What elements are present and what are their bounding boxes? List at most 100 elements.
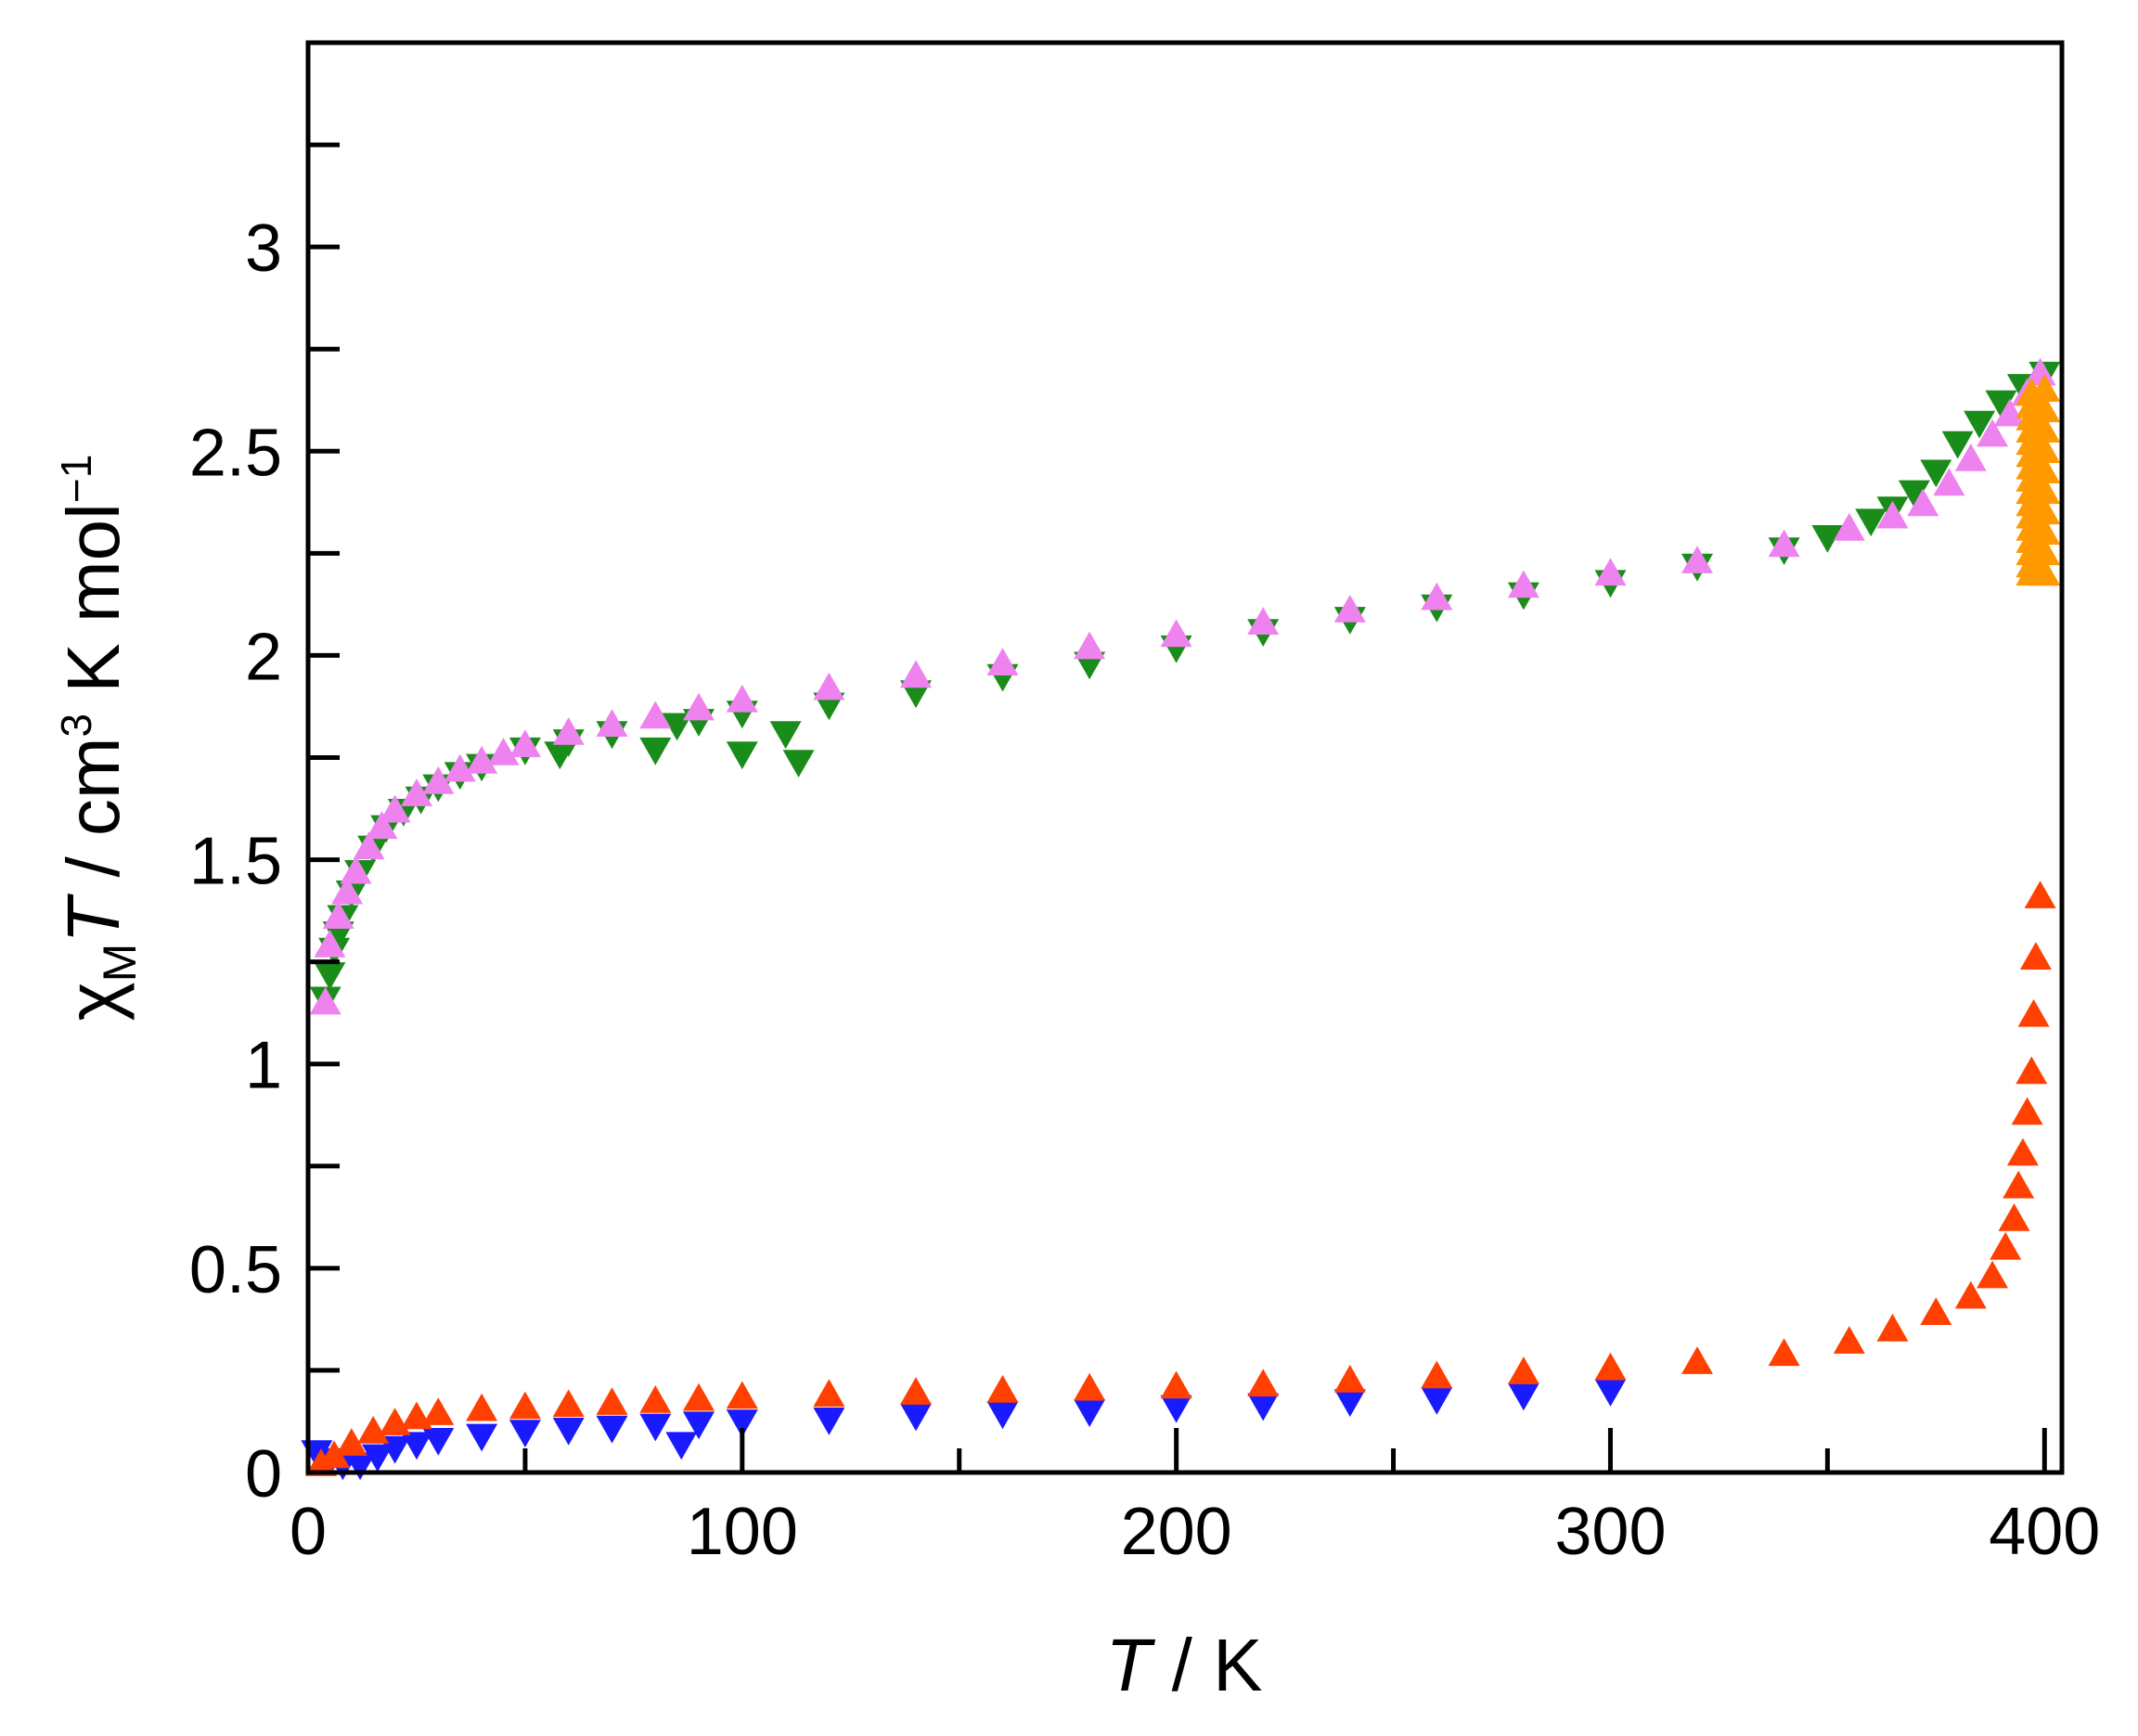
- data-point: [1594, 1352, 1627, 1381]
- series-4: [309, 357, 2056, 1015]
- data-point: [361, 1444, 393, 1472]
- data-point: [1941, 431, 1974, 459]
- data-point: [1333, 1389, 1366, 1417]
- data-point: [552, 1389, 585, 1418]
- data-point: [1507, 1357, 1539, 1384]
- data-point: [1833, 512, 1865, 541]
- data-point: [2029, 394, 2061, 422]
- data-point: [1247, 1393, 1280, 1421]
- data-point: [401, 778, 432, 806]
- data-point: [1681, 546, 1713, 573]
- data-point: [813, 1379, 845, 1408]
- data-point: [314, 930, 346, 958]
- data-point: [1507, 570, 1539, 598]
- data-point: [813, 672, 845, 701]
- data-point: [2003, 1170, 2035, 1199]
- y-axis-title-sup1: 3: [52, 714, 100, 738]
- tick-labels: 0 100 200 300 400 0 0.5 1 1.5 2 2.5 3: [189, 212, 2100, 1569]
- data-point: [466, 1393, 498, 1421]
- axis-ticks: [305, 142, 2047, 1475]
- data-point: [2029, 476, 2061, 505]
- data-point: [305, 1448, 337, 1476]
- data-point: [509, 1420, 541, 1447]
- y-tick-label: 2: [245, 620, 282, 694]
- data-point: [1681, 1346, 1713, 1374]
- data-point: [1074, 631, 1106, 660]
- data-point: [769, 721, 802, 750]
- data-point: [1811, 525, 1844, 553]
- data-point: [1247, 1369, 1280, 1397]
- data-point: [1247, 607, 1280, 635]
- data-point: [466, 745, 498, 774]
- data-point: [1977, 418, 2009, 447]
- data-point: [813, 1408, 845, 1435]
- y-axis-title-var: T: [52, 894, 135, 944]
- data-point: [596, 1387, 628, 1415]
- data-point: [1421, 1387, 1453, 1415]
- data-point: [726, 1409, 758, 1437]
- data-point: [2006, 1138, 2039, 1166]
- data-point: [314, 962, 346, 990]
- data-point: [2024, 881, 2056, 908]
- data-point: [683, 1382, 715, 1411]
- y-tick-label: 3: [245, 212, 282, 286]
- data-point: [986, 1401, 1019, 1430]
- data-point: [2029, 374, 2061, 402]
- y-axis-title-group: χMT / cm3 K mol−1: [52, 455, 146, 1022]
- data-point: [1964, 410, 1996, 439]
- data-point: [2019, 942, 2052, 970]
- y-tick-label: 2.5: [189, 416, 282, 490]
- data-point: [1933, 468, 1965, 496]
- y-tick-label: 0.5: [189, 1233, 282, 1307]
- data-point: [1954, 444, 1987, 471]
- data-point: [309, 986, 341, 1015]
- y-axis-title-sub: M: [94, 944, 146, 983]
- data-point: [782, 750, 815, 778]
- y-axis-title-chi: χ: [52, 982, 135, 1021]
- data-point: [422, 765, 455, 794]
- data-point: [1421, 582, 1453, 611]
- data-point: [1876, 1313, 1909, 1342]
- data-point: [552, 717, 585, 745]
- data-point: [596, 709, 628, 737]
- data-point: [335, 1428, 367, 1456]
- data-point: [1993, 398, 2026, 427]
- data-point: [2017, 998, 2050, 1027]
- data-point: [357, 1416, 390, 1444]
- data-point: [2029, 415, 2061, 443]
- data-point: [1333, 1364, 1366, 1393]
- x-axis-title-unit: / K: [1151, 1624, 1262, 1706]
- series-5: [2016, 374, 2061, 586]
- y-tick-label: 0: [245, 1437, 282, 1511]
- data-point: [1907, 488, 1939, 517]
- data-point: [726, 741, 758, 770]
- data-point: [639, 701, 672, 729]
- plot-frame: [305, 40, 2065, 1475]
- data-point: [726, 684, 758, 713]
- x-axis-title-var: T: [1106, 1624, 1156, 1706]
- series-1: [301, 1379, 1627, 1481]
- data-point: [509, 729, 541, 757]
- data-point: [2024, 357, 2056, 386]
- data-point: [487, 738, 520, 765]
- data-point: [1768, 1338, 1800, 1367]
- data-point: [1855, 508, 1887, 537]
- data-point: [1985, 390, 2017, 418]
- data-point: [639, 737, 672, 765]
- data-point: [1160, 1395, 1192, 1423]
- data-point: [900, 660, 932, 688]
- data-point: [986, 1374, 1019, 1403]
- data-point: [639, 1413, 672, 1442]
- data-point: [1074, 1399, 1106, 1427]
- data-point: [1160, 619, 1192, 648]
- data-point: [344, 1452, 377, 1481]
- data-point: [683, 692, 715, 721]
- data-point: [2029, 496, 2061, 525]
- data-point: [1160, 1370, 1192, 1399]
- data-point: [2029, 558, 2061, 586]
- data-point: [1998, 1203, 2030, 1231]
- data-point: [340, 855, 372, 884]
- data-point: [1920, 1297, 1952, 1325]
